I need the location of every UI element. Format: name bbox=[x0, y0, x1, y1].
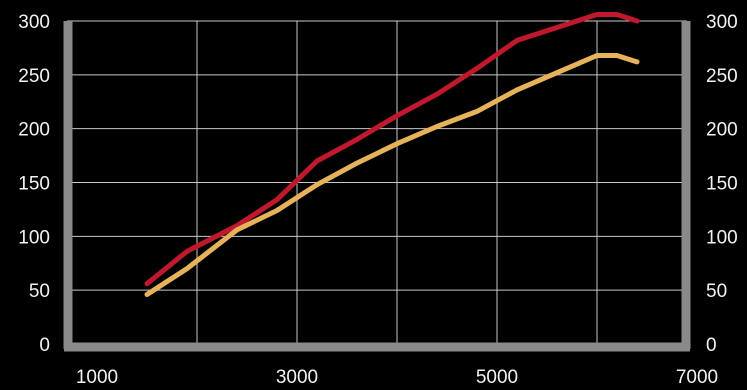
y-tick-label-right: 200 bbox=[706, 120, 738, 141]
axes bbox=[63, 21, 691, 352]
x-tick-label: 7000 bbox=[676, 367, 718, 388]
y-tick-label-left: 150 bbox=[18, 174, 50, 195]
grid-lines bbox=[67, 20, 687, 344]
series-lines bbox=[144, 12, 640, 297]
x-tick-label: 5000 bbox=[476, 367, 518, 388]
y-tick-label-left: 100 bbox=[18, 227, 50, 248]
y-tick-label-right: 300 bbox=[706, 12, 738, 33]
x-tick-label: 1000 bbox=[76, 367, 118, 388]
y-tick-label-right: 150 bbox=[706, 174, 738, 195]
y-tick-label-right: 100 bbox=[706, 227, 738, 248]
y-tick-label-left: 50 bbox=[29, 281, 50, 302]
series-line-2 bbox=[144, 53, 640, 297]
x-tick-label: 3000 bbox=[276, 367, 318, 388]
series-line-1 bbox=[144, 12, 640, 287]
tick-labels: 0 0 50 50 100 100 150 150 200 200 250 250 300 300 1000… bbox=[18, 12, 737, 388]
y-tick-label-left: 250 bbox=[18, 66, 50, 87]
y-tick-label-left: 0 bbox=[39, 335, 50, 356]
y-tick-label-right: 50 bbox=[706, 281, 727, 302]
y-tick-label-right: 0 bbox=[706, 335, 717, 356]
y-tick-label-right: 250 bbox=[706, 66, 738, 87]
y-tick-label-left: 300 bbox=[18, 12, 50, 33]
y-tick-label-left: 200 bbox=[18, 120, 50, 141]
